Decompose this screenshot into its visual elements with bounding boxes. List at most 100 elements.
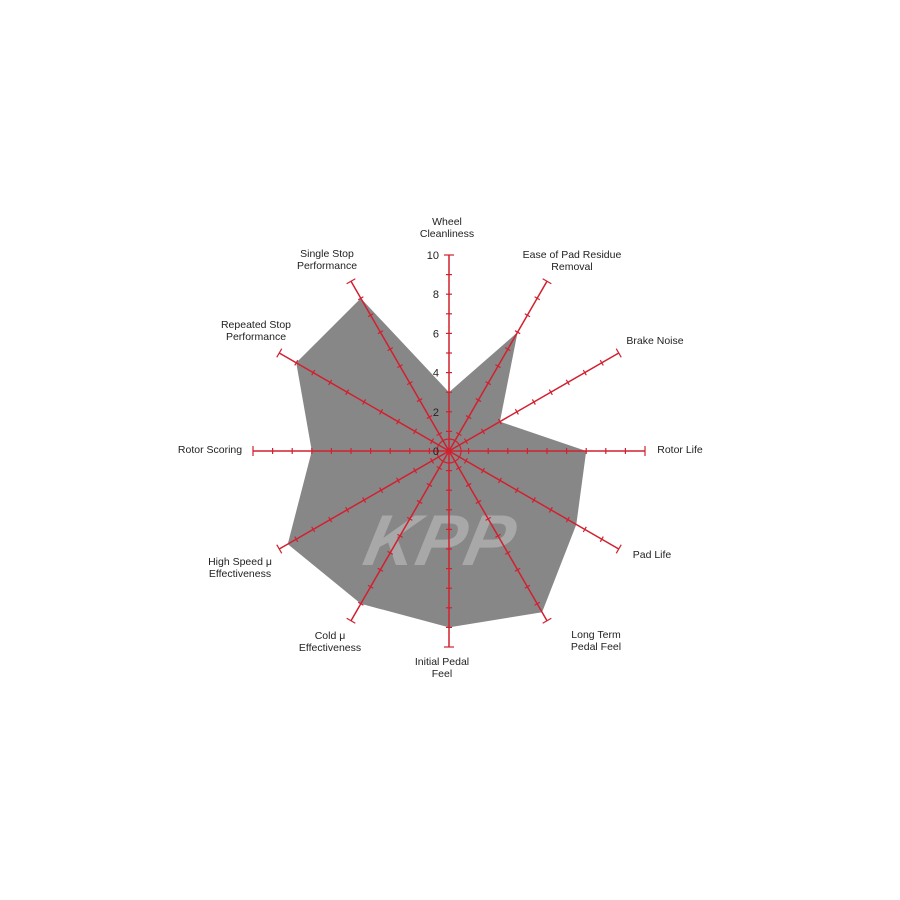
axis-tick	[582, 526, 587, 533]
axis-tick	[534, 601, 541, 606]
axis-tick	[565, 516, 570, 523]
tick-label: 0	[433, 446, 439, 458]
category-label: Wheel Cleanliness	[419, 216, 475, 240]
axis-tick	[396, 418, 401, 425]
axis-tick	[387, 347, 394, 352]
axis-tick	[514, 330, 521, 335]
axis-tick	[514, 487, 519, 494]
tick-label: 4	[433, 368, 439, 380]
axis-tick	[430, 457, 435, 464]
axis-tick	[514, 567, 521, 572]
axis-tick	[599, 536, 604, 543]
axis-tick	[387, 550, 394, 555]
axis-tick	[475, 499, 482, 504]
axis-tick	[514, 408, 519, 415]
axis-tick	[548, 389, 553, 396]
tick-label: 2	[433, 407, 439, 419]
axis-tick	[328, 516, 333, 523]
center-dot	[446, 448, 452, 454]
axis-tick	[311, 526, 316, 533]
axis-tick	[480, 428, 485, 435]
axis-tick	[346, 278, 356, 285]
axis-tick	[524, 584, 531, 589]
axis-tick	[615, 544, 622, 554]
axis-tick	[413, 467, 418, 474]
category-label: High Speed μ Effectiveness	[208, 556, 272, 580]
tick-label: 8	[433, 289, 439, 301]
axis-tick	[426, 482, 433, 487]
axis-tick	[436, 432, 443, 437]
axis-tick	[495, 533, 501, 538]
axis-tick	[430, 438, 435, 445]
tick-label: 10	[427, 250, 439, 262]
axis-tick	[475, 398, 482, 403]
axis-tick	[396, 477, 401, 484]
center-circle	[436, 438, 462, 464]
category-label: Rotor Life	[657, 444, 703, 456]
category-label: Rotor Scoring	[177, 444, 243, 456]
axis-tick	[377, 567, 384, 572]
category-label: Repeated Stop Performance	[220, 319, 292, 343]
axis-tick	[357, 601, 364, 606]
axis-tick	[294, 359, 299, 366]
axis-tick	[311, 369, 316, 376]
axis-tick	[480, 467, 485, 474]
kpp-watermark-logo: KPP	[358, 501, 523, 581]
axis-tick	[276, 348, 283, 358]
tick-label: 6	[433, 328, 439, 340]
axis-tick	[426, 415, 433, 420]
axis-tick	[357, 296, 364, 301]
category-label: Long Term Pedal Feel	[570, 629, 622, 653]
axis-tick	[504, 550, 511, 555]
axis-tick	[599, 359, 604, 366]
axis-tick	[524, 313, 531, 318]
axis-tick	[416, 398, 423, 403]
axis-tick	[463, 438, 468, 445]
axis-tick	[362, 399, 367, 405]
axis-tick	[416, 499, 423, 504]
axis-tick	[455, 432, 462, 437]
axis-tick	[582, 369, 587, 376]
category-label: Pad Life	[632, 549, 672, 561]
axis-tick	[397, 364, 403, 369]
axis-tick	[485, 381, 492, 386]
axis-tick	[542, 617, 552, 624]
category-label: Brake Noise	[626, 335, 684, 347]
axis-tick	[565, 379, 570, 386]
axis-tick	[615, 348, 622, 358]
category-label: Ease of Pad Residue Removal	[522, 249, 622, 273]
axis-tick	[463, 457, 468, 464]
category-label: Single Stop Performance	[296, 248, 358, 272]
axis-tick	[276, 544, 283, 554]
axis-tick	[548, 506, 553, 513]
axis-tick	[497, 477, 502, 484]
axis-tick	[531, 399, 536, 405]
axis-tick	[406, 516, 413, 521]
axis-tick	[485, 516, 492, 521]
axis-tick	[345, 506, 350, 513]
axis-tick	[377, 330, 384, 335]
axis-tick	[397, 533, 403, 538]
axis-tick	[379, 487, 384, 494]
data-polygon	[287, 298, 587, 628]
axis-tick	[465, 415, 472, 420]
axis-tick	[367, 313, 374, 318]
axis-tick	[367, 584, 374, 589]
axis-tick	[504, 347, 511, 352]
axis-tick	[328, 379, 333, 386]
category-label: Cold μ Effectiveness	[298, 630, 362, 654]
axis-tick	[345, 389, 350, 396]
axis-tick	[413, 428, 418, 435]
axis-tick	[379, 408, 384, 415]
axis-tick	[465, 482, 472, 487]
axis-tick	[346, 617, 356, 624]
axis-tick	[534, 296, 541, 301]
axis-tick	[406, 381, 413, 386]
axis-tick	[455, 465, 462, 470]
axis-tick	[294, 536, 299, 543]
axis-tick	[497, 418, 502, 425]
axis-tick	[531, 497, 536, 503]
axis-tick	[362, 497, 367, 503]
